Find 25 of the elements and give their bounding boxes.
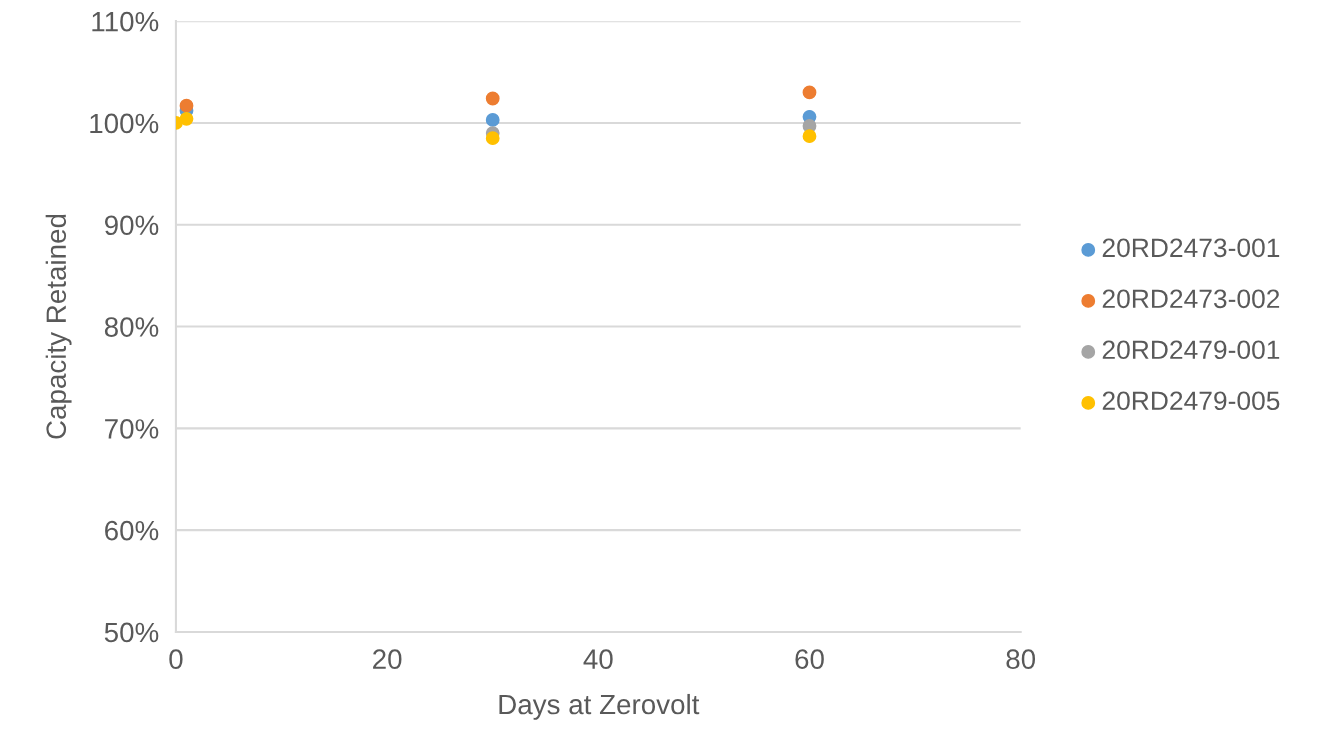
y-tick-label: 100% — [90, 113, 159, 134]
point — [485, 131, 500, 146]
y-tick-label: 80% — [104, 317, 159, 337]
point — [802, 85, 817, 100]
legend-label: 20RD2479-001 — [1102, 340, 1280, 360]
legend-label: 20RD2473-002 — [1102, 289, 1280, 309]
x-tick-label: 80 — [1006, 649, 1036, 670]
y-tick-label: 60% — [105, 520, 159, 541]
point — [485, 91, 500, 106]
y-tick-label: 110% — [92, 11, 159, 32]
x-axis-title: Days at Zerovolt — [499, 693, 700, 720]
y-tick-label: 50% — [104, 622, 159, 643]
x-tick-label: 60 — [795, 649, 824, 670]
point — [802, 129, 817, 144]
y-tick-label: 90% — [104, 215, 159, 236]
point — [179, 111, 194, 126]
y-axis-title: Capacity Retained — [45, 214, 72, 439]
point — [179, 98, 194, 113]
legend-label: 20RD2479-005 — [1102, 391, 1280, 411]
x-tick-label: 0 — [169, 649, 183, 670]
legend-label: 20RD2473-001 — [1102, 238, 1280, 258]
point — [485, 112, 500, 127]
x-tick-label: 20 — [373, 649, 402, 670]
x-tick-label: 40 — [583, 649, 613, 670]
y-tick-label: 70% — [105, 419, 159, 439]
